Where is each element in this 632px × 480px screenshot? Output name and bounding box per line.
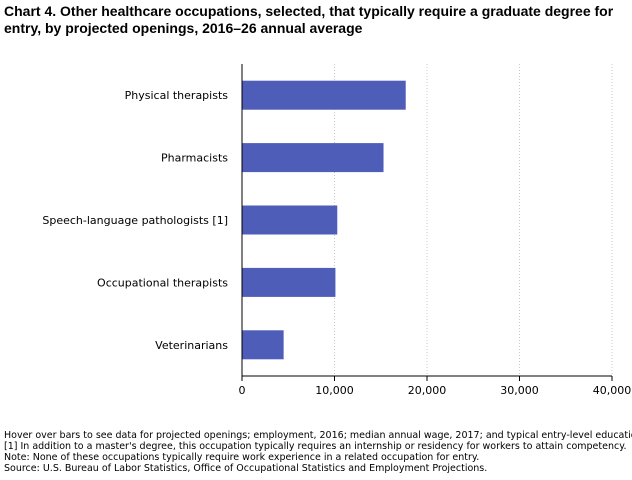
gridlines — [334, 64, 613, 376]
category-label: Pharmacists — [161, 152, 228, 165]
bar-veterinarians[interactable] — [242, 330, 284, 360]
source-note: Source: U.S. Bureau of Labor Statistics,… — [4, 463, 488, 474]
bar-pharmacists[interactable] — [242, 143, 384, 173]
bars — [242, 80, 406, 360]
chart-notes: Hover over bars to see data for projecte… — [4, 430, 632, 474]
bar-chart: Physical therapists Pharmacists Speech-lan… — [42, 64, 632, 397]
x-tick-label: 30,000 — [500, 384, 539, 397]
x-tick-label: 10,000 — [315, 384, 354, 397]
category-label: Occupational therapists — [97, 276, 228, 289]
bar-physical-therapists[interactable] — [242, 80, 406, 110]
x-tick-label: 40,000 — [593, 384, 632, 397]
chart-title: Chart 4. Other healthcare occupations, s… — [4, 3, 614, 36]
x-tick-label: 0 — [239, 384, 246, 397]
x-tick-label: 20,000 — [408, 384, 447, 397]
note: Note: None of these occupations typicall… — [4, 452, 480, 463]
bar-occupational-therapists[interactable] — [242, 267, 336, 297]
hover-note: Hover over bars to see data for projecte… — [4, 430, 632, 441]
x-axis: 0 10,000 20,000 30,000 40,000 — [239, 64, 632, 397]
category-label: Physical therapists — [125, 89, 229, 102]
bar-speech-language-pathologists-1[interactable] — [242, 205, 338, 235]
footnote-1: [1] In addition to a master's degree, th… — [4, 441, 627, 452]
category-label: Speech-language pathologists [1] — [42, 214, 228, 227]
category-label: Veterinarians — [155, 339, 228, 352]
category-labels: Physical therapists Pharmacists Speech-lan… — [42, 89, 228, 352]
